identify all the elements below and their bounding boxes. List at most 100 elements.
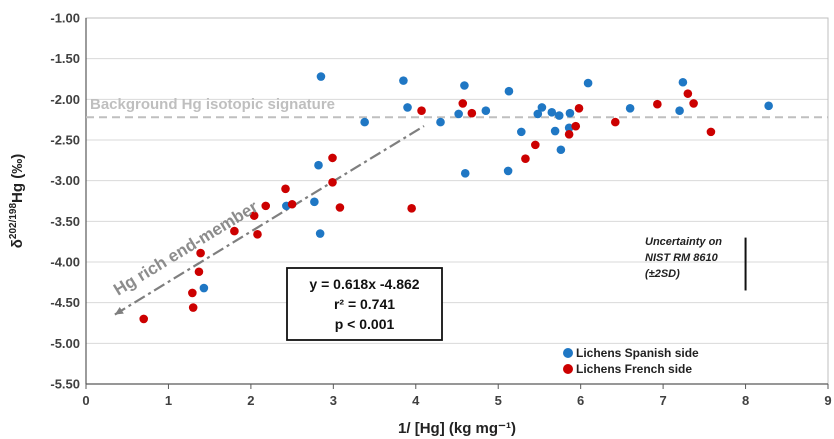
point-s1-12: [328, 177, 337, 187]
y-axis-label-superscript: 202/198: [8, 203, 19, 240]
p-value: p < 0.001: [335, 316, 395, 332]
point-s1-13: [335, 203, 345, 212]
x-tick-label-5: 5: [495, 393, 502, 408]
y-tick-label-3: -4.00: [50, 255, 80, 270]
point-s1-27: [706, 127, 716, 137]
point-s1-19: [531, 140, 540, 150]
point-s0-0: [199, 283, 209, 293]
point-s0-7: [399, 76, 408, 85]
point-s1-20: [564, 130, 574, 139]
x-axis-label: 1/ [Hg] (kg mg⁻¹): [398, 420, 516, 437]
point-s0-9: [436, 117, 445, 127]
point-s1-6: [249, 211, 259, 220]
y-tick-label-8: -1.50: [50, 51, 80, 66]
r-squared: r² = 0.741: [334, 296, 395, 312]
point-s1-4: [196, 248, 205, 258]
point-s1-9: [281, 184, 290, 194]
point-s0-12: [460, 169, 470, 178]
legend: Lichens Spanish side Lichens French side: [563, 346, 699, 376]
point-s0-20: [550, 126, 560, 136]
point-s1-22: [574, 103, 584, 113]
regression-arrowhead: [114, 306, 124, 315]
legend-marker-french: [563, 364, 573, 374]
point-s0-22: [556, 145, 566, 155]
regression-equation: y = 0.618x -4.862: [309, 276, 419, 292]
point-s0-10: [454, 109, 463, 119]
regression-line: [114, 125, 425, 316]
point-s0-11: [460, 81, 469, 90]
plot-area: [85, 17, 829, 385]
point-s0-28: [678, 77, 688, 87]
point-s0-29: [764, 101, 773, 111]
stats-box-frame: [286, 267, 443, 341]
point-s0-13: [481, 106, 491, 116]
x-tick-label-0: 0: [82, 393, 89, 408]
legend-label-spanish: Lichens Spanish side: [576, 346, 699, 360]
point-s0-2: [310, 197, 319, 207]
legend-label-french: Lichens French side: [576, 362, 692, 376]
point-s0-18: [537, 103, 547, 112]
point-s0-26: [625, 103, 635, 113]
x-tick-label-4: 4: [412, 393, 420, 408]
y-tick-label-1: -5.00: [50, 336, 80, 351]
point-s0-19: [547, 108, 557, 117]
point-s0-23: [564, 123, 574, 133]
point-s1-17: [467, 108, 477, 118]
point-s0-16: [517, 127, 526, 137]
point-s1-3: [194, 267, 204, 277]
y-axis-label: δ202/198Hg (‰): [8, 154, 26, 248]
y-tick-labels: -5.50 -5.00 -4.50 -4.00 -3.50 -3.00 -2.50 -2.00…: [50, 11, 80, 392]
point-s0-21: [554, 111, 564, 120]
y-axis-label-suffix: Hg (‰): [9, 154, 26, 203]
point-s1-11: [328, 153, 337, 163]
point-s1-15: [417, 106, 426, 116]
point-s0-5: [316, 72, 326, 81]
x-tick-label-7: 7: [659, 393, 666, 408]
y-tick-label-7: -2.00: [50, 92, 80, 107]
x-tick-label-1: 1: [165, 393, 172, 408]
y-tick-label-2: -4.50: [50, 295, 80, 310]
y-axis-label-prefix: δ: [9, 239, 26, 248]
point-s0-17: [533, 109, 543, 119]
point-s1-16: [458, 99, 468, 108]
point-s1-2: [188, 303, 198, 312]
point-s1-0: [139, 314, 149, 324]
uncertainty-line-1: Uncertainty on: [645, 236, 722, 248]
x-tick-label-2: 2: [247, 393, 254, 408]
uncertainty-line-3: (±2SD): [645, 268, 680, 280]
point-s1-1: [188, 288, 197, 298]
point-s1-10: [287, 199, 297, 209]
point-s0-3: [314, 160, 323, 170]
point-s1-8: [261, 201, 271, 211]
uncertainty-annotation: Uncertainty on NIST RM 8610 (±2SD): [645, 236, 747, 291]
y-tick-label-6: -2.50: [50, 133, 80, 148]
point-s1-24: [653, 99, 662, 109]
x-tick-label-9: 9: [824, 393, 831, 408]
point-s0-15: [504, 86, 514, 96]
point-s0-8: [403, 103, 412, 112]
point-s1-7: [253, 230, 262, 239]
point-s0-14: [503, 166, 513, 176]
point-s1-23: [610, 117, 620, 127]
point-s1-21: [571, 121, 581, 131]
point-s0-27: [675, 106, 684, 116]
regression-stats-box: y = 0.618x -4.862 r² = 0.741 p < 0.001: [286, 267, 443, 341]
x-tick-label-3: 3: [330, 393, 337, 408]
x-tick-labels: 0 1 2 3 4 5 6 7 8 9: [82, 384, 832, 408]
point-s0-4: [315, 229, 325, 238]
point-s0-24: [565, 108, 575, 118]
y-tick-label-0: -5.50: [50, 377, 80, 392]
y-tick-label-9: -1.00: [50, 11, 80, 26]
y-tick-label-5: -3.00: [50, 173, 80, 188]
y-tick-label-4: -3.50: [50, 214, 80, 229]
point-s0-6: [360, 117, 369, 127]
point-s1-26: [689, 99, 698, 108]
point-s1-25: [683, 89, 693, 98]
background-signature-label: Background Hg isotopic signature: [90, 96, 335, 113]
data-points: [139, 72, 773, 324]
x-tick-label-8: 8: [742, 393, 749, 408]
point-s0-25: [583, 78, 593, 88]
x-tick-label-6: 6: [577, 393, 584, 408]
